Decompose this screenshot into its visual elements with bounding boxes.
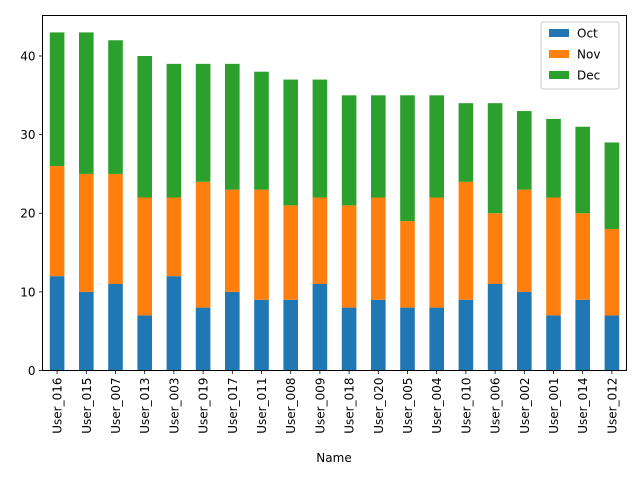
bar-dec-user_006: [487, 103, 503, 214]
bar-nov-user_014: [575, 213, 590, 300]
bar-nov-user_006: [487, 213, 503, 285]
bar-nov-user_011: [254, 189, 269, 300]
bar-oct-user_018: [341, 307, 357, 371]
x-tick-label: User_007: [109, 378, 123, 434]
bar-nov-user_001: [546, 197, 561, 316]
bar-oct-user_009: [312, 284, 328, 371]
x-tick-label: User_009: [313, 378, 327, 434]
bar-oct-user_007: [108, 284, 123, 371]
bar-oct-user_008: [283, 299, 298, 371]
bar-nov-user_019: [195, 181, 211, 308]
bar-oct-user_015: [79, 291, 94, 371]
bar-dec-user_007: [108, 40, 123, 174]
bar-dec-user_001: [546, 118, 561, 198]
bar-nov-user_020: [371, 197, 386, 300]
bars-group: [49, 32, 620, 371]
bar-dec-user_004: [429, 95, 444, 198]
bar-oct-user_017: [225, 291, 240, 371]
legend: Oct Nov Dec: [540, 21, 620, 90]
bar-dec-user_015: [79, 32, 94, 174]
bar-oct-user_006: [487, 284, 503, 371]
bar-oct-user_012: [604, 315, 620, 371]
bar-dec-user_020: [371, 95, 386, 198]
bar-dec-user_014: [575, 126, 590, 214]
bar-nov-user_005: [400, 221, 415, 308]
bar-dec-user_005: [400, 95, 415, 222]
x-tick-label: User_008: [284, 378, 298, 434]
bar-nov-user_003: [166, 197, 182, 277]
bar-nov-user_017: [225, 189, 240, 292]
x-tick-label: User_011: [255, 378, 269, 434]
bar-oct-user_019: [195, 307, 211, 371]
bar-dec-user_018: [341, 95, 357, 206]
bar-oct-user_011: [254, 299, 269, 371]
bar-dec-user_002: [517, 111, 532, 190]
x-tick-label: User_013: [138, 378, 152, 434]
bar-oct-user_003: [166, 276, 182, 371]
bar-nov-user_004: [429, 197, 444, 308]
bar-dec-user_010: [458, 103, 474, 182]
legend-swatch-nov: [549, 50, 569, 58]
bar-nov-user_012: [604, 228, 620, 316]
bar-nov-user_016: [49, 166, 65, 277]
bar-nov-user_010: [458, 181, 474, 300]
x-tick-label: User_004: [430, 378, 444, 434]
x-tick-label: User_001: [547, 378, 561, 434]
bar-oct-user_020: [371, 299, 386, 371]
bar-nov-user_007: [108, 173, 123, 285]
bar-oct-user_005: [400, 307, 415, 371]
bar-dec-user_013: [137, 55, 152, 198]
bar-oct-user_016: [49, 276, 65, 371]
bar-oct-user_013: [137, 315, 152, 371]
bar-nov-user_018: [341, 205, 357, 308]
bar-dec-user_009: [312, 79, 328, 198]
bar-oct-user_001: [546, 315, 561, 371]
x-tick-label: User_006: [489, 378, 503, 434]
bar-dec-user_017: [225, 63, 240, 190]
bar-nov-user_009: [312, 197, 328, 285]
x-tick-label: User_015: [80, 378, 94, 434]
bar-oct-user_002: [517, 291, 532, 371]
x-tick-label: User_003: [167, 378, 181, 434]
x-axis: User_016 User_015 User_007 User_013 User_003…: [51, 370, 619, 434]
bar-nov-user_013: [137, 197, 152, 316]
x-tick-label: User_002: [518, 378, 532, 434]
bar-nov-user_002: [517, 189, 532, 292]
bar-dec-user_016: [49, 32, 65, 167]
y-tick-label: 20: [20, 207, 35, 221]
legend-label-nov: Nov: [577, 48, 600, 62]
y-tick-label: 30: [20, 128, 35, 142]
legend-swatch-dec: [549, 71, 569, 79]
bar-oct-user_010: [458, 299, 474, 371]
x-tick-label: User_005: [401, 378, 415, 434]
bar-nov-user_015: [79, 173, 94, 292]
x-tick-label: User_010: [459, 378, 473, 434]
plot-frame: [42, 15, 627, 371]
bar-dec-user_011: [254, 71, 269, 190]
legend-swatch-oct: [549, 29, 569, 37]
x-tick-label: User_020: [372, 378, 386, 434]
x-tick-label: User_017: [226, 378, 240, 434]
x-tick-label: User_012: [605, 378, 619, 434]
x-tick-label: User_014: [576, 378, 590, 434]
y-tick-label: 0: [28, 364, 36, 378]
bar-nov-user_008: [283, 205, 298, 300]
y-tick-label: 40: [20, 49, 35, 63]
bar-dec-user_003: [166, 63, 182, 198]
legend-label-dec: Dec: [577, 69, 600, 83]
x-tick-label: User_019: [197, 378, 211, 434]
bar-oct-user_004: [429, 307, 444, 371]
bar-oct-user_014: [575, 299, 590, 371]
y-tick-label: 10: [20, 285, 35, 299]
bar-dec-user_008: [283, 79, 298, 206]
bar-dec-user_019: [195, 63, 211, 182]
y-axis: 0 10 20 30 40: [20, 49, 43, 378]
x-tick-label: User_016: [51, 378, 65, 434]
bar-dec-user_012: [604, 142, 620, 229]
legend-label-oct: Oct: [577, 27, 598, 41]
x-tick-label: User_018: [343, 378, 357, 434]
x-axis-label: Name: [316, 451, 351, 465]
